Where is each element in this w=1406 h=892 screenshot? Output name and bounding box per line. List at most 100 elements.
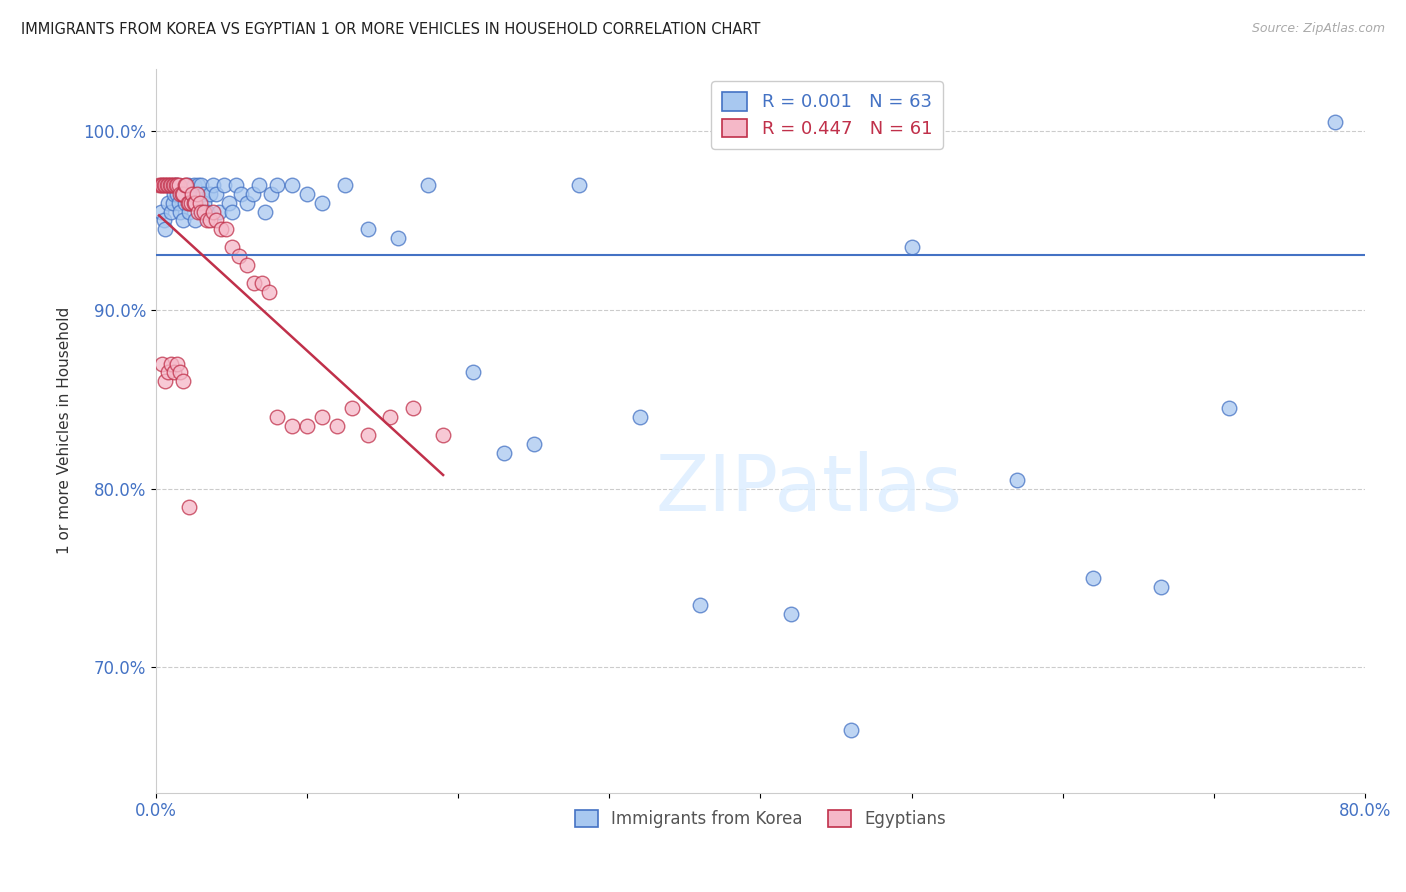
Point [153,375,176,389]
Point [212,178,235,192]
Point [166,186,188,201]
Point [190,178,212,192]
Point [174,178,197,192]
Point [181,186,204,201]
Point [266,178,288,192]
Point [402,401,425,416]
Point [253,204,276,219]
Point [187,178,209,192]
Point [259,285,281,299]
Point [152,178,174,192]
Point [166,357,188,371]
Point [180,195,202,210]
Point [163,186,186,201]
Point [181,186,204,201]
Point [183,195,205,210]
Point [150,357,173,371]
Text: Source: ZipAtlas.com: Source: ZipAtlas.com [1251,22,1385,36]
Point [1150,580,1173,594]
Point [432,428,454,442]
Point [326,419,349,434]
Point [342,401,364,416]
Point [172,186,194,201]
Point [160,178,183,192]
Point [228,249,250,263]
Point [214,222,236,236]
Point [188,195,211,210]
Point [170,186,193,201]
Point [163,366,186,380]
Point [523,437,546,451]
Point [416,178,439,192]
Point [463,366,485,380]
Point [163,178,186,192]
Point [160,357,183,371]
Point [1218,401,1240,416]
Point [180,195,202,210]
Point [167,178,190,192]
Point [149,204,172,219]
Point [568,178,591,192]
Point [152,213,174,227]
Point [492,446,515,460]
Point [179,195,201,210]
Point [311,195,333,210]
Point [387,231,409,245]
Point [179,204,201,219]
Point [177,195,200,210]
Point [295,419,318,434]
Point [202,178,225,192]
Point [187,204,209,219]
Point [229,186,252,201]
Point [179,500,201,514]
Point [165,178,187,192]
Point [266,410,288,425]
Point [628,410,651,425]
Point [200,213,222,227]
Point [169,186,191,201]
Point [150,178,173,192]
Point [183,178,205,192]
Point [243,276,266,290]
Point [235,195,257,210]
Point [380,410,402,425]
Point [162,195,184,210]
Point [356,428,378,442]
Point [205,186,228,201]
Point [186,186,208,201]
Point [184,195,207,210]
Point [900,240,922,254]
Point [221,240,243,254]
Point [281,419,304,434]
Point [172,213,194,227]
Point [311,410,333,425]
Legend: Immigrants from Korea, Egyptians: Immigrants from Korea, Egyptians [568,804,953,835]
Point [209,222,232,236]
Point [356,222,378,236]
Point [281,178,304,192]
Point [159,178,181,192]
Point [205,213,228,227]
Point [221,204,243,219]
Point [157,195,180,210]
Point [193,195,215,210]
Point [155,178,177,192]
Point [169,204,191,219]
Point [191,186,214,201]
Point [1007,473,1029,487]
Point [160,204,183,219]
Point [839,723,862,737]
Point [242,186,264,201]
Point [173,178,195,192]
Point [235,258,257,272]
Point [260,186,283,201]
Point [173,195,195,210]
Point [193,204,215,219]
Y-axis label: 1 or more Vehicles in Household: 1 or more Vehicles in Household [58,307,72,554]
Point [172,375,194,389]
Point [1323,115,1346,129]
Point [250,276,273,290]
Point [167,195,190,210]
Point [190,204,212,219]
Point [186,186,208,201]
